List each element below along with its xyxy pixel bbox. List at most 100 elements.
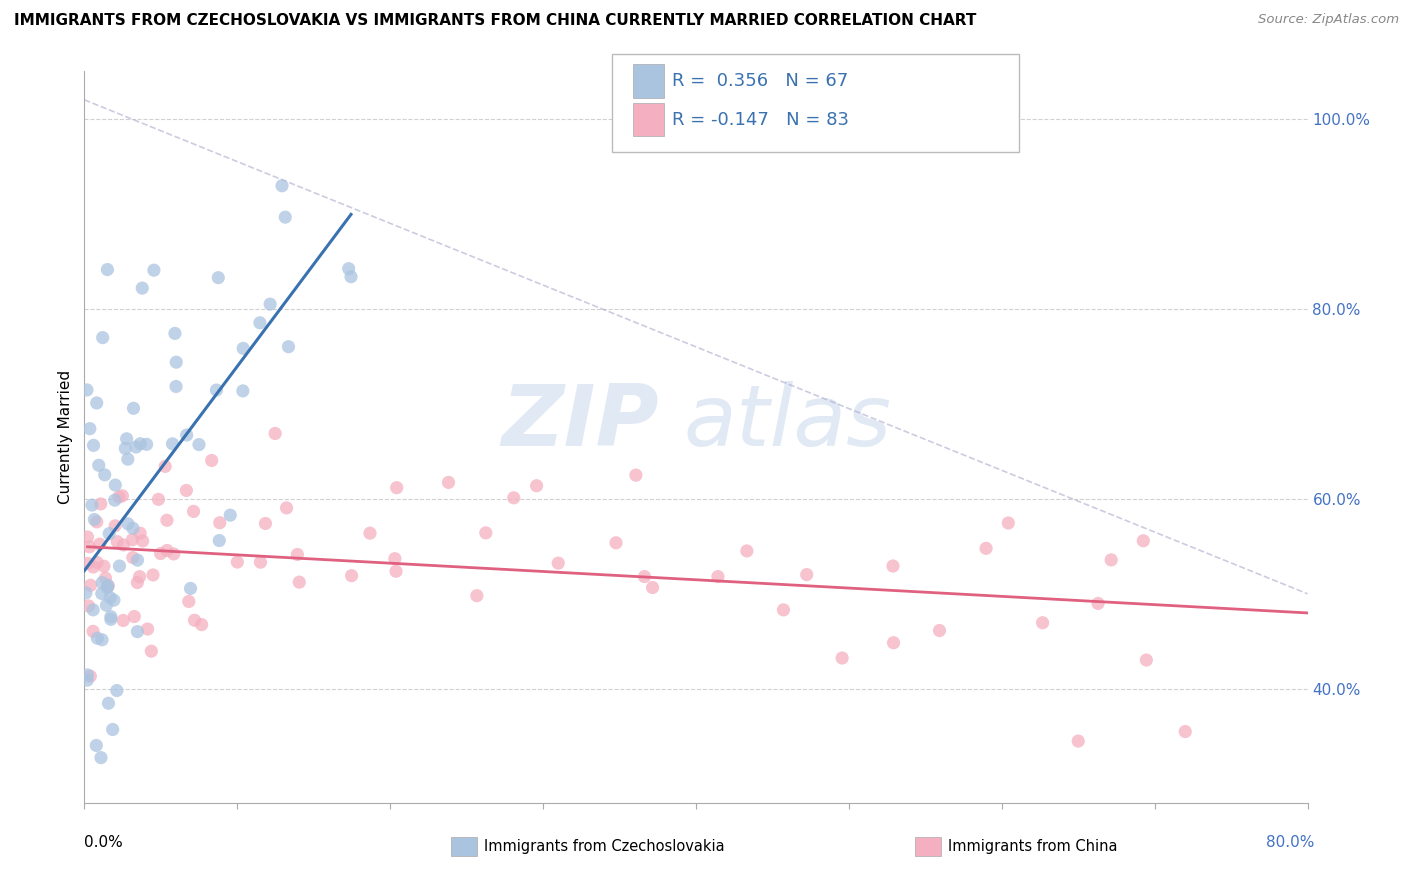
Point (153, 459, 176, 474)
Point (131, 533, 153, 548)
Point (90, 497, 112, 511)
Point (772, 603, 794, 617)
Point (219, 508, 242, 523)
Point (271, 178, 294, 193)
Point (104, 478, 127, 492)
Point (882, 559, 904, 574)
Point (163, 326, 186, 341)
Point (108, 490, 131, 504)
Point (104, 493, 127, 508)
Point (103, 593, 125, 607)
Point (98, 591, 121, 605)
Point (80, 498, 103, 512)
Point (129, 436, 152, 450)
Text: Source: ZipAtlas.com: Source: ZipAtlas.com (1258, 13, 1399, 27)
Point (183, 613, 205, 627)
Point (201, 453, 224, 467)
Point (86, 396, 108, 410)
Point (86, 515, 108, 529)
Point (93, 467, 115, 482)
Point (831, 651, 853, 665)
Point (249, 555, 271, 569)
Point (111, 489, 134, 503)
Point (208, 516, 231, 530)
Point (79, 669, 101, 683)
Point (104, 518, 127, 533)
Point (91, 575, 114, 590)
Point (127, 553, 149, 567)
Point (205, 383, 228, 397)
Point (1132, 533, 1154, 548)
Point (93, 559, 115, 574)
Point (226, 555, 249, 569)
Point (79, 422, 101, 436)
Point (86, 556, 108, 570)
Point (86, 631, 108, 645)
Point (127, 624, 149, 639)
Point (131, 281, 153, 295)
Point (605, 536, 627, 550)
Point (707, 569, 730, 583)
Point (437, 475, 460, 490)
Point (129, 526, 152, 541)
Point (122, 401, 145, 416)
Point (96, 262, 118, 277)
Point (124, 609, 146, 624)
Point (82, 603, 104, 617)
Point (148, 492, 170, 507)
Point (883, 636, 905, 650)
Point (105, 534, 128, 549)
Text: 0.0%: 0.0% (84, 836, 124, 850)
Point (249, 316, 271, 330)
Text: Immigrants from China: Immigrants from China (948, 839, 1118, 854)
Point (183, 504, 205, 518)
Point (207, 270, 229, 285)
Text: R = -0.147   N = 83: R = -0.147 N = 83 (672, 112, 849, 129)
Point (624, 468, 647, 483)
Point (101, 723, 124, 737)
Point (208, 533, 231, 548)
Point (97, 696, 120, 710)
Point (115, 432, 138, 446)
Point (641, 581, 664, 595)
Point (77, 599, 100, 613)
Point (277, 340, 299, 354)
Point (117, 452, 139, 467)
Point (128, 569, 150, 583)
Point (97, 578, 120, 592)
Point (121, 533, 143, 547)
Point (259, 297, 281, 311)
Point (83, 438, 105, 452)
Point (254, 516, 277, 531)
Point (121, 550, 143, 565)
Point (91, 330, 114, 344)
Point (188, 437, 211, 451)
Point (112, 538, 135, 552)
Point (98, 526, 121, 541)
Point (1099, 553, 1122, 567)
Point (96, 581, 118, 595)
Text: R =  0.356   N = 67: R = 0.356 N = 67 (672, 72, 848, 90)
Point (340, 269, 363, 284)
Point (76, 673, 98, 688)
Point (100, 609, 122, 624)
Point (735, 544, 758, 558)
Point (176, 428, 198, 442)
Point (274, 210, 297, 224)
Point (526, 479, 548, 493)
Text: ZIP: ZIP (502, 381, 659, 464)
Point (796, 567, 818, 582)
Point (385, 564, 408, 578)
Point (190, 617, 212, 632)
Point (117, 516, 139, 531)
Point (97, 579, 120, 593)
Point (84, 739, 107, 753)
Point (1135, 653, 1157, 667)
Point (276, 500, 298, 515)
Point (89, 537, 111, 551)
Point (149, 547, 172, 561)
Point (82, 560, 104, 574)
Point (94, 571, 117, 585)
Point (83, 512, 105, 526)
Point (76, 530, 98, 544)
